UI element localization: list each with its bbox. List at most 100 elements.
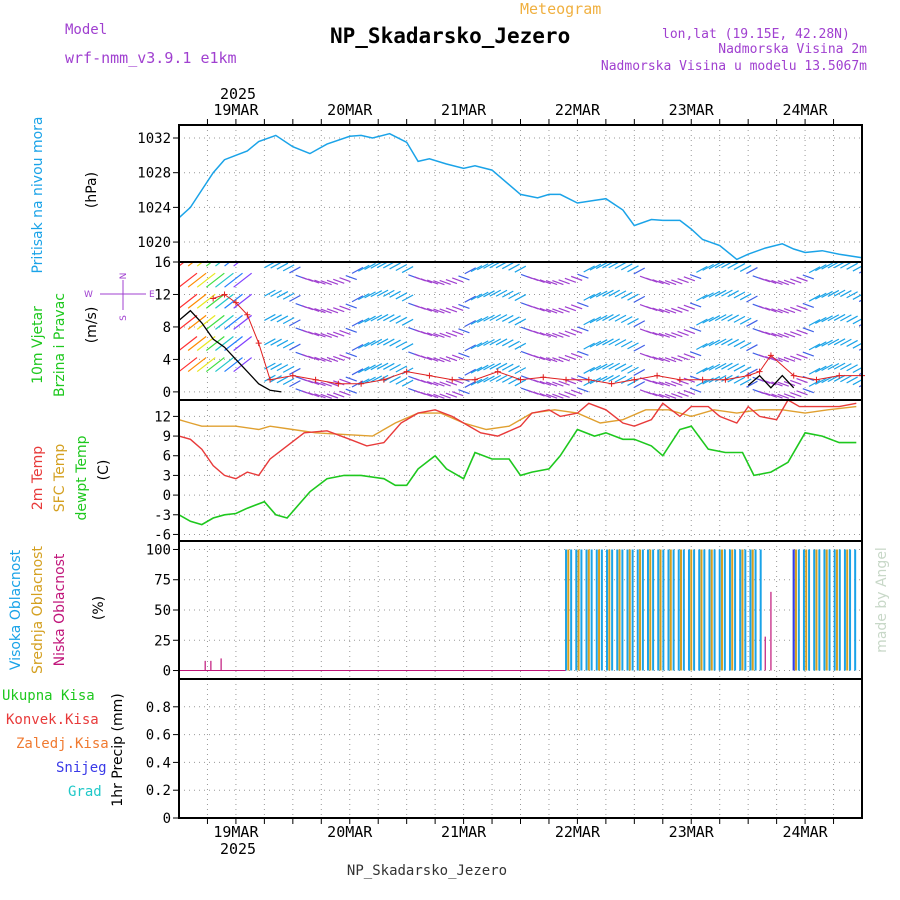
wind-arrow: [614, 262, 627, 270]
wind-arrow: [215, 336, 234, 351]
wind-arrow: [196, 262, 204, 267]
wind-arrow: [583, 366, 595, 374]
wind-arrow: [370, 338, 383, 346]
wind-arrow: [501, 339, 514, 347]
wind-arrow: [852, 293, 862, 300]
wind-arrow: [445, 331, 458, 337]
temp-ylabel-3: dewpt Temp: [74, 435, 90, 520]
lonlat: lon,lat (19.15E, 42.28N): [662, 27, 850, 42]
wind-arrow: [702, 377, 714, 385]
wind-arrow: [608, 338, 621, 346]
wind-arrow: [179, 262, 186, 267]
wind-arrow: [196, 293, 216, 309]
wind-arrow: [746, 380, 758, 388]
wind-arrow: [608, 374, 621, 382]
wind-arrow: [833, 313, 846, 321]
wind-arrow: [495, 314, 508, 322]
wind-arrow: [276, 339, 289, 347]
wind-arrow: [733, 376, 746, 384]
wind-arrow: [314, 279, 326, 285]
bottom-day-label: 22MAR: [555, 823, 601, 841]
wind-arrow: [187, 262, 195, 267]
pressure-ylabel: Pritisak na nivou mora: [30, 116, 46, 273]
wind-arrow: [564, 391, 577, 397]
wind-arrow: [714, 362, 727, 370]
wind-arrow: [233, 262, 240, 267]
wind-arrow: [514, 379, 527, 387]
gust-marker: [585, 376, 592, 383]
wind-arrow: [489, 313, 502, 322]
wind-arrow: [702, 292, 714, 300]
wind-arrow: [483, 375, 495, 383]
wind-arrow: [808, 266, 821, 274]
wind-arrow: [539, 392, 552, 399]
wind-arrow: [187, 272, 207, 288]
bottom-day-label: 21MAR: [441, 823, 487, 841]
wind-arrow: [777, 393, 789, 399]
wind-arrow: [376, 313, 389, 321]
wind-arrow: [339, 390, 351, 396]
wind-arrow: [583, 265, 595, 273]
wind-arrow: [476, 291, 489, 299]
wind-arrow: [840, 262, 852, 269]
temp-unit: (C): [96, 460, 112, 481]
y-tick-label: 0: [163, 811, 171, 827]
wind-arrow: [815, 377, 827, 385]
wind-arrow: [721, 313, 733, 322]
wind-arrow: [627, 265, 639, 273]
wind-arrow: [276, 315, 289, 323]
y-tick-label: 50: [154, 603, 171, 619]
wind-arrow: [451, 354, 464, 360]
wind-arrow: [783, 279, 796, 285]
wind-arrow: [689, 387, 702, 393]
wind-arrow: [545, 381, 558, 387]
year-top: 2025: [220, 85, 256, 103]
wind-arrow: [777, 280, 789, 286]
wind-arrow: [595, 262, 608, 270]
wind-arrow: [370, 314, 383, 322]
top-day-labels: 19MAR 20MAR 21MAR 22MAR 23MAR 24MAR: [213, 101, 828, 119]
y-tick-label: 9: [163, 429, 171, 445]
wind-arrow: [483, 290, 495, 298]
model-label: Model: [65, 22, 107, 38]
wind-arrow: [264, 313, 276, 321]
wind-arrow: [233, 293, 253, 309]
wind-arrow: [583, 342, 595, 350]
wind-arrow: [215, 272, 234, 288]
wind-arrow: [652, 331, 664, 337]
wind-arrow: [333, 307, 345, 313]
wind-arrow: [608, 362, 621, 370]
pressure-line: [178, 132, 863, 261]
wind-arrow: [558, 392, 570, 398]
wind-arrow: [652, 356, 664, 362]
wind-arrow: [401, 318, 414, 326]
wind-arrow: [351, 368, 364, 376]
wind-arrow: [627, 378, 639, 386]
wind-arrow: [771, 279, 783, 285]
wind-arrow: [646, 354, 658, 360]
wind-arrow: [595, 290, 608, 298]
wind-arrow: [215, 262, 222, 267]
cloud-ylabel-3: Niska Oblacnost: [52, 553, 68, 666]
wind-arrow: [721, 374, 733, 382]
wind-arrow: [445, 356, 458, 362]
wind-arrow: [364, 262, 376, 270]
wind-arrow: [808, 343, 821, 351]
wind-arrow: [758, 354, 771, 360]
wind-arrow: [783, 356, 796, 362]
wind-arrow: [495, 289, 508, 297]
wind-arrow: [326, 393, 339, 399]
wind-arrow: [846, 364, 858, 372]
wind-arrow: [714, 289, 727, 297]
wind-arrow: [658, 393, 671, 399]
wind-arrow: [846, 376, 858, 384]
wind-arrow: [433, 280, 445, 286]
svg-text:S: S: [119, 315, 129, 321]
wind-arrow: [433, 308, 445, 314]
wind-arrow: [314, 308, 326, 314]
wind-arrow: [577, 273, 589, 279]
wind-arrow: [714, 338, 727, 346]
wind-arrow: [364, 340, 376, 348]
wind-arrow: [771, 332, 783, 338]
bottom-day-label: 20MAR: [327, 823, 373, 841]
